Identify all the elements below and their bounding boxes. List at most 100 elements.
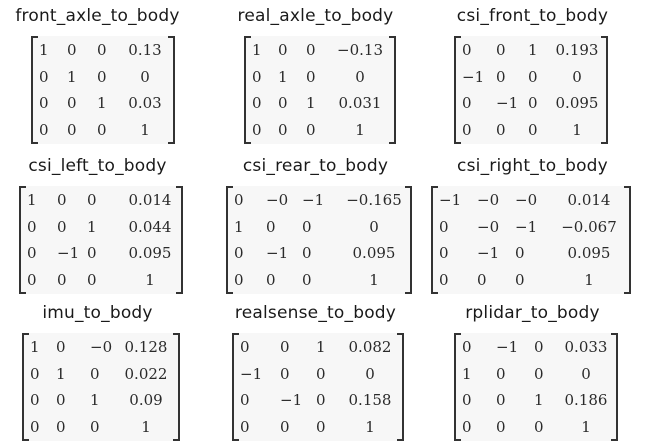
matrix-cell: 0 bbox=[252, 120, 262, 139]
matrix-cell: −0.13 bbox=[337, 41, 383, 60]
matrix-cell: 0 bbox=[496, 364, 506, 383]
matrix-cell: 0 bbox=[462, 120, 472, 139]
matrix-cell: 1 bbox=[39, 41, 49, 60]
matrix-cell: 0 bbox=[280, 338, 290, 357]
matrix-cell: 1 bbox=[365, 417, 375, 436]
bracket-corner bbox=[168, 142, 173, 144]
matrix-cell: 0 bbox=[306, 41, 316, 60]
matrix-cell: 0 bbox=[56, 338, 66, 357]
matrix-cell: 0 bbox=[234, 191, 244, 210]
matrix-row: 0 −1 0 0.095 bbox=[439, 240, 623, 267]
matrix-body: 1 0 −0 0.128 0 1 0 0.022 0 0 1 0.09 0 0 0 1 bbox=[22, 333, 180, 441]
matrix-row: 0 −1 0 0.158 bbox=[240, 387, 396, 414]
matrix-cell: 0 bbox=[496, 41, 506, 60]
matrix-cell: 0 bbox=[97, 67, 107, 86]
matrix-cell: 1 bbox=[306, 94, 316, 113]
matrix-cell: 0 bbox=[496, 67, 506, 86]
matrix-cell: 0 bbox=[57, 217, 67, 236]
matrix-cell: 0 bbox=[496, 391, 506, 410]
matrix-cell: −1 bbox=[515, 217, 538, 236]
matrix-cell: 0 bbox=[67, 41, 77, 60]
bracket-corner bbox=[397, 333, 402, 335]
matrix-cell: 0 bbox=[27, 244, 37, 263]
bracket-corner bbox=[624, 292, 629, 294]
matrix-panel: rplidar_to_body 0 −1 0 0.033 1 0 0 0 0 0 1 0.186 0 0 0 1 bbox=[425, 297, 640, 441]
matrix-title: realsense_to_body bbox=[234, 303, 397, 323]
matrix-cell: 0 bbox=[97, 120, 107, 139]
matrix-title: csi_front_to_body bbox=[456, 6, 609, 26]
matrix-panel: csi_left_to_body 1 0 0 0.014 0 0 1 0.044 0 −1 0 0.09… bbox=[0, 150, 205, 294]
matrix-cell: 1 bbox=[278, 67, 288, 86]
bracket-corner bbox=[601, 36, 606, 38]
matrix-cell: −1 bbox=[477, 244, 500, 263]
matrix-row: 0 −1 0 0.095 bbox=[462, 90, 600, 117]
matrix-row: 0 0 1 0.03 bbox=[39, 90, 167, 117]
matrix-cell: 1 bbox=[528, 41, 538, 60]
bracket-corner bbox=[389, 36, 394, 38]
matrix-cell: 1 bbox=[316, 338, 326, 357]
matrix-panel: real_axle_to_body 1 0 0 −0.13 0 1 0 0 0 0 1 0.031 0 0 0… bbox=[208, 0, 423, 144]
matrix-cell: 0 bbox=[306, 120, 316, 139]
matrix-cell: −0 bbox=[266, 191, 289, 210]
matrix-cell: 0 bbox=[252, 94, 262, 113]
matrix-cell: −1 bbox=[57, 244, 80, 263]
matrix-cell: 1 bbox=[87, 217, 97, 236]
matrix-cell: 1 bbox=[27, 191, 37, 210]
matrix-cell: 0 bbox=[515, 244, 525, 263]
matrix-cell: 0 bbox=[252, 67, 262, 86]
matrix-cell: 1 bbox=[252, 41, 262, 60]
matrix-cell: 0 bbox=[240, 417, 250, 436]
matrix-title: rplidar_to_body bbox=[465, 303, 600, 323]
matrix-cell: 0 bbox=[278, 94, 288, 113]
matrix-cell: 0 bbox=[355, 67, 365, 86]
bracket-corner bbox=[397, 439, 402, 441]
matrix-title: csi_left_to_body bbox=[28, 156, 167, 176]
matrix-cell: 0 bbox=[365, 364, 375, 383]
matrix-cell: 0 bbox=[140, 67, 150, 86]
matrix-cell: 0 bbox=[27, 270, 37, 289]
matrix-cell: 1 bbox=[90, 391, 100, 410]
matrix-cell: 0.03 bbox=[128, 94, 162, 113]
matrix-cell: 0 bbox=[302, 270, 312, 289]
matrix-row: 0 0 1 0.082 bbox=[240, 334, 396, 361]
bracket-corner bbox=[624, 186, 629, 188]
matrix-cell: 0.031 bbox=[338, 94, 382, 113]
matrix-panel: csi_front_to_body 0 0 1 0.193 −1 0 0 0 0 −1 0 0.095 0… bbox=[425, 0, 640, 144]
matrix-cell: 0 bbox=[462, 94, 472, 113]
matrix-row: 1 0 0 0 bbox=[462, 361, 610, 388]
matrix-cell: 0 bbox=[30, 417, 40, 436]
bracket-corner bbox=[611, 439, 616, 441]
matrix-body: 0 0 1 0.082 −1 0 0 0 0 −1 0 0.158 0 0 0 1 bbox=[232, 333, 404, 441]
matrix-cell: 0 bbox=[266, 217, 276, 236]
bracket-corner bbox=[168, 36, 173, 38]
matrix-cell: 0 bbox=[462, 391, 472, 410]
bracket-corner bbox=[176, 186, 181, 188]
matrix-cell: 0.095 bbox=[555, 94, 599, 113]
matrix-cell: −0 bbox=[515, 191, 538, 210]
matrix-row: 1 0 0 0.13 bbox=[39, 37, 167, 64]
matrix-cell: 0 bbox=[234, 270, 244, 289]
matrix-cell: 0.033 bbox=[564, 338, 608, 357]
matrix-cell: 0 bbox=[266, 270, 276, 289]
matrix-cell: 0 bbox=[87, 244, 97, 263]
matrix-body: 0 0 1 0.193 −1 0 0 0 0 −1 0 0.095 0 0 0 1 bbox=[454, 36, 608, 144]
matrix-body: 0 −1 0 0.033 1 0 0 0 0 0 1 0.186 0 0 0 1 bbox=[454, 333, 618, 441]
matrix-cell: 0 bbox=[302, 244, 312, 263]
matrix-cell: 0 bbox=[316, 364, 326, 383]
matrix-cell: 0 bbox=[316, 391, 326, 410]
matrix-row: 0 0 1 0.193 bbox=[462, 37, 600, 64]
matrix-cell: 1 bbox=[97, 94, 107, 113]
matrix-title: front_axle_to_body bbox=[15, 6, 180, 26]
matrix-cell: 0 bbox=[97, 41, 107, 60]
matrix-cell: 0 bbox=[369, 217, 379, 236]
matrix-cell: 0 bbox=[87, 191, 97, 210]
matrix-cell: 0.095 bbox=[567, 244, 611, 263]
matrix-cell: 0.186 bbox=[564, 391, 608, 410]
